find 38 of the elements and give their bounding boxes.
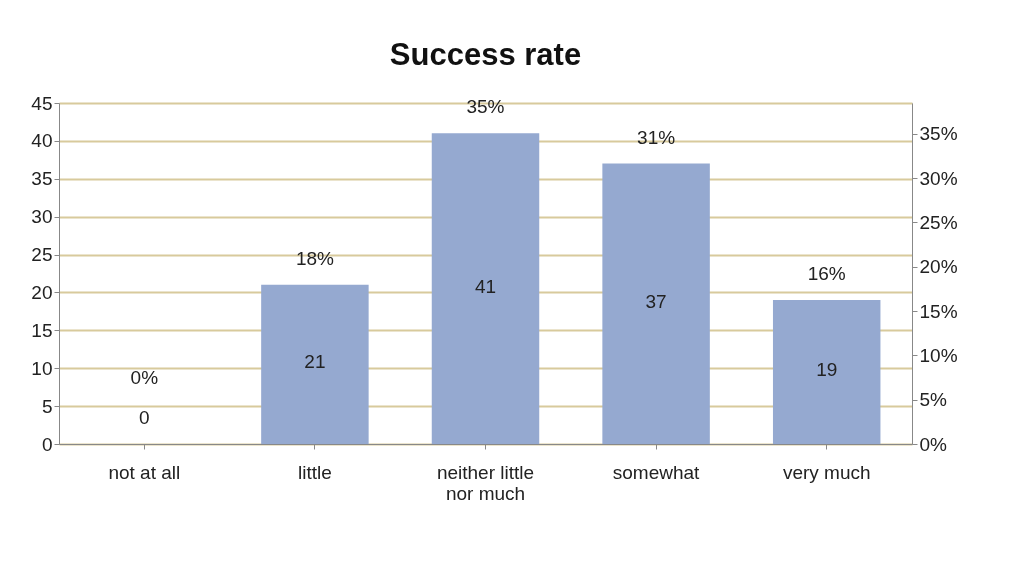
y-tick-label: 0 bbox=[41, 433, 53, 455]
y-tick-label: 25 bbox=[31, 244, 53, 266]
y-tick-label: 10 bbox=[31, 357, 53, 379]
y-tick-label: 40 bbox=[31, 130, 53, 152]
y-tick-label: 35 bbox=[31, 168, 53, 190]
x-tick-label: somewhat bbox=[612, 461, 701, 483]
y-tick-label: 30 bbox=[31, 206, 53, 228]
y-tick-label: 5 bbox=[41, 395, 53, 417]
y-tick-label: 20 bbox=[31, 281, 53, 303]
y2-tick-label: 5% bbox=[919, 389, 948, 411]
bar bbox=[261, 284, 369, 444]
annotation: 31% bbox=[637, 126, 676, 148]
x-tick-label: very much bbox=[782, 461, 871, 483]
x-tick-label: little bbox=[298, 461, 332, 483]
data-label: 0 bbox=[139, 407, 150, 428]
data-label: 37 bbox=[645, 290, 667, 312]
y2-tick-label: 25% bbox=[919, 211, 958, 233]
y2-tick-label: 15% bbox=[919, 300, 958, 322]
data-label: 19 bbox=[816, 359, 838, 381]
y2-tick-label: 20% bbox=[919, 256, 958, 278]
annotation: 16% bbox=[807, 263, 846, 285]
annotation: 18% bbox=[295, 247, 335, 269]
y2-tick-label: 30% bbox=[919, 167, 958, 189]
data-label: 41 bbox=[474, 275, 497, 297]
y2-tick-label: 0% bbox=[919, 433, 948, 455]
y-tick-label: 45 bbox=[31, 92, 53, 114]
annotation: 0% bbox=[130, 367, 159, 388]
y2-tick-label: 10% bbox=[919, 344, 958, 366]
data-label: 21 bbox=[304, 351, 326, 373]
bar bbox=[772, 300, 881, 444]
annotation: 35% bbox=[466, 96, 505, 118]
bar bbox=[431, 133, 540, 444]
bar bbox=[602, 163, 710, 444]
x-tick-label: neither little nor much bbox=[436, 461, 535, 504]
y-tick-label: 15 bbox=[31, 319, 53, 341]
y2-tick-label: 35% bbox=[919, 123, 958, 145]
x-tick-label: not at all bbox=[108, 461, 181, 483]
chart-title: Success rate bbox=[389, 37, 582, 72]
